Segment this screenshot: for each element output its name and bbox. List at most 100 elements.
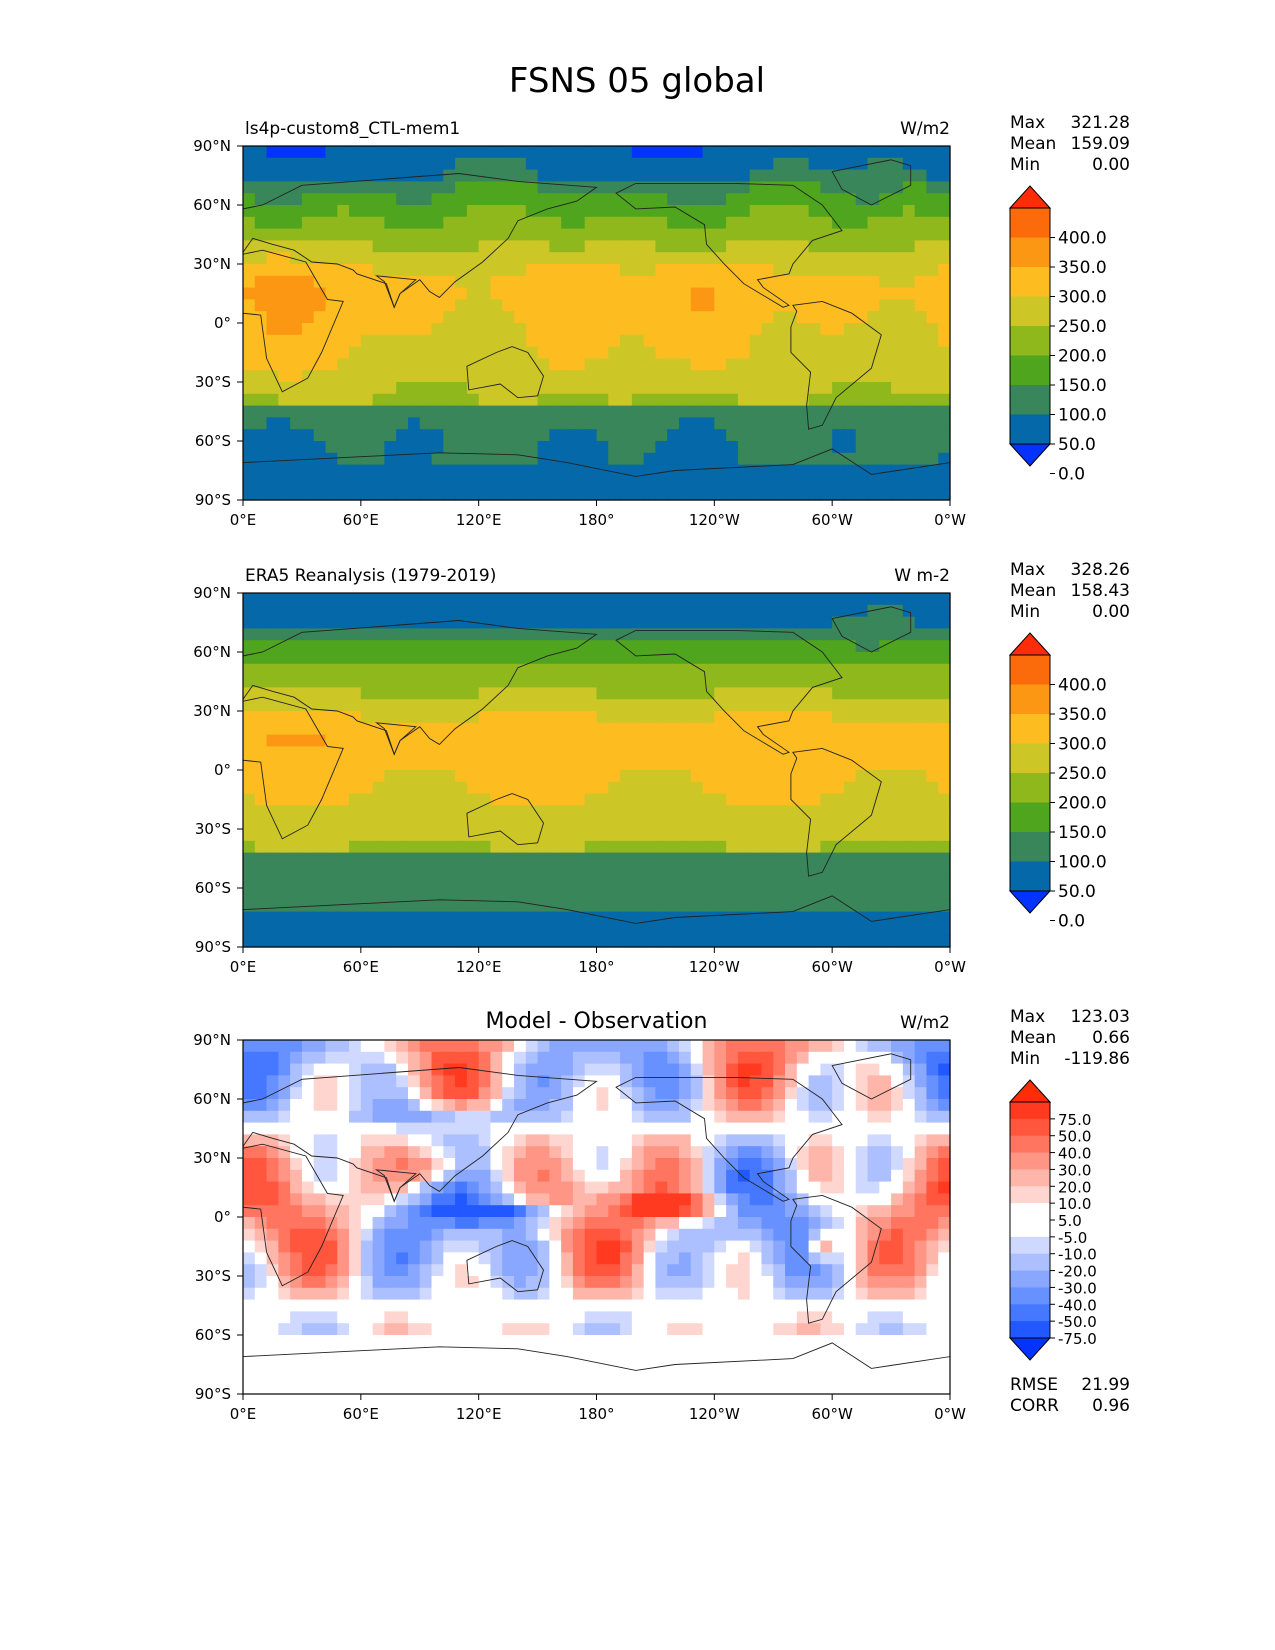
colorbar: 400.0350.0300.0250.0200.0150.0100.050.00…	[1008, 185, 1107, 485]
heatmap-cell	[278, 652, 291, 665]
heatmap-cell	[443, 781, 456, 795]
heatmap-cell	[572, 417, 586, 430]
heatmap-cell	[443, 852, 456, 865]
heatmap-cell	[808, 157, 821, 171]
heatmap-cell	[254, 1063, 268, 1076]
heatmap-cell	[678, 616, 692, 629]
heatmap-cell	[290, 711, 303, 724]
heatmap-cell	[478, 240, 492, 253]
heatmap-cell	[596, 628, 609, 641]
heatmap-cell	[431, 476, 444, 489]
heatmap-cell	[867, 358, 880, 371]
heatmap-cell	[549, 252, 562, 265]
heatmap-cell	[891, 864, 904, 877]
heatmap-cell	[407, 264, 421, 277]
heatmap-cell	[785, 146, 798, 159]
heatmap-cell	[572, 793, 586, 806]
heatmap-cell	[678, 452, 692, 466]
heatmap-cell	[313, 287, 327, 300]
heatmap-cell	[902, 935, 916, 948]
heatmap-cell	[478, 593, 492, 606]
heatmap-cell	[561, 1134, 574, 1147]
heatmap-cell	[384, 169, 397, 182]
heatmap-cell	[478, 452, 492, 466]
heatmap-cell	[796, 287, 810, 300]
heatmap-cell	[396, 793, 409, 806]
heatmap-cell	[690, 429, 704, 442]
heatmap-cell	[337, 323, 350, 336]
heatmap-cell	[702, 476, 715, 489]
heatmap-cell	[290, 417, 303, 430]
heatmap-cell	[749, 216, 763, 230]
heatmap-cell	[914, 1087, 928, 1100]
heatmap-cell	[879, 358, 892, 371]
heatmap-cell	[313, 864, 327, 877]
heatmap-cell	[549, 734, 562, 747]
heatmap-cell	[431, 640, 444, 653]
heatmap-cell	[549, 1134, 562, 1147]
heatmap-cell	[749, 781, 763, 795]
heatmap-cell	[902, 1252, 916, 1265]
heatmap-cell	[349, 864, 362, 877]
coastline-australia	[466, 346, 544, 399]
heatmap-cell	[631, 770, 645, 783]
heatmap-cell	[726, 852, 739, 865]
heatmap-cell	[349, 817, 362, 830]
heatmap-cell	[455, 488, 468, 501]
heatmap-cell	[478, 264, 492, 277]
heatmap-cell	[690, 382, 704, 395]
heatmap-cell	[655, 876, 668, 889]
heatmap-cell	[325, 829, 338, 842]
heatmap-cell	[514, 1146, 527, 1159]
heatmap-cell	[384, 205, 397, 218]
heatmap-cell	[360, 640, 374, 653]
heatmap-cell	[514, 228, 527, 241]
heatmap-cell	[549, 911, 562, 924]
heatmap-cell	[820, 604, 833, 618]
heatmap-cell	[608, 299, 621, 312]
heatmap-cell	[808, 1240, 821, 1253]
heatmap-cell	[631, 734, 645, 747]
heatmap-cell	[796, 370, 810, 383]
heatmap-cell	[337, 734, 350, 747]
heatmap-cell	[278, 711, 291, 724]
heatmap-cell	[596, 652, 609, 665]
heatmap-cell	[737, 488, 751, 501]
heatmap-cell	[843, 393, 857, 407]
colorbar-band	[1010, 832, 1050, 862]
heatmap-cell	[655, 911, 668, 924]
heatmap-cell	[843, 1252, 857, 1265]
heatmap-cell	[443, 1158, 456, 1171]
heatmap-cell	[584, 1063, 598, 1076]
heatmap-cell	[301, 593, 315, 606]
heatmap-cell	[879, 228, 892, 241]
heatmap-cell	[808, 346, 821, 359]
heatmap-cell	[360, 1252, 374, 1265]
heatmap-cell	[749, 805, 763, 818]
heatmap-cell	[749, 899, 763, 913]
heatmap-cell	[631, 1228, 645, 1242]
heatmap-cell	[938, 157, 951, 171]
heatmap-cell	[891, 734, 904, 747]
heatmap-cell	[690, 181, 704, 194]
heatmap-cell	[938, 781, 951, 795]
heatmap-cell	[301, 911, 315, 924]
heatmap-cell	[466, 1276, 480, 1289]
heatmap-cell	[643, 181, 657, 194]
heatmap-cell	[384, 1087, 397, 1100]
heatmap-cell	[690, 1276, 704, 1289]
heatmap-cell	[396, 1205, 409, 1218]
heatmap-cell	[490, 181, 503, 194]
heatmap-cell	[867, 758, 880, 771]
heatmap-cell	[667, 864, 680, 877]
heatmap-cell	[490, 1122, 503, 1135]
heatmap-cell	[278, 275, 291, 289]
heatmap-cell	[290, 287, 303, 300]
heatmap-cell	[349, 1169, 362, 1183]
heatmap-cell	[290, 770, 303, 783]
heatmap-cell	[820, 1087, 833, 1100]
heatmap-cell	[796, 1063, 810, 1076]
heatmap-cell	[643, 805, 657, 818]
heatmap-cell	[855, 935, 869, 948]
